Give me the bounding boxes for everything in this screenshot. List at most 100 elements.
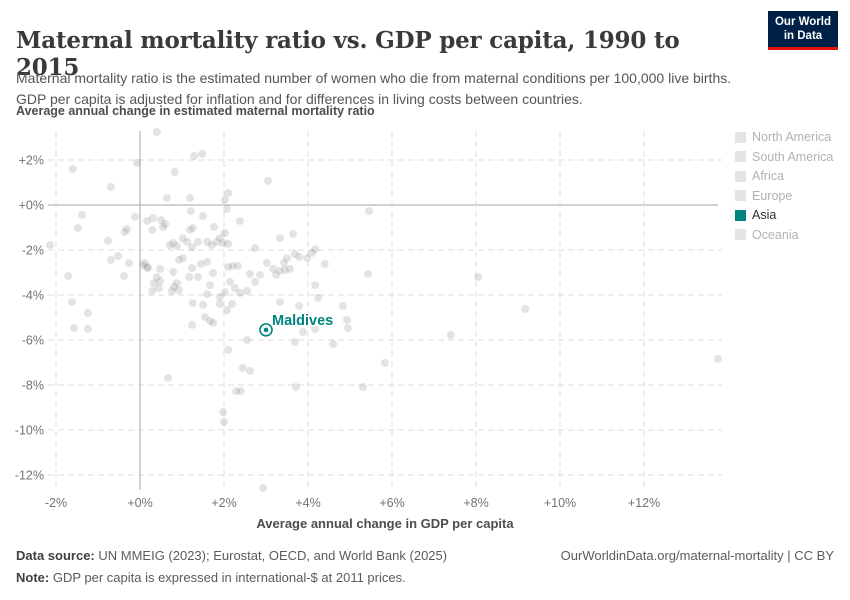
data-point[interactable] — [188, 320, 197, 329]
data-point[interactable] — [521, 304, 530, 313]
data-point[interactable] — [148, 286, 157, 295]
data-point[interactable] — [215, 293, 224, 302]
data-point[interactable] — [220, 288, 229, 297]
legend-item-africa[interactable]: Africa — [735, 169, 847, 183]
data-point[interactable] — [215, 234, 224, 243]
data-point[interactable] — [224, 189, 233, 198]
data-point[interactable] — [149, 279, 158, 288]
data-point[interactable] — [148, 225, 157, 234]
data-point[interactable] — [196, 259, 205, 268]
data-point[interactable] — [170, 167, 179, 176]
data-point[interactable] — [178, 254, 187, 263]
data-point[interactable] — [220, 196, 229, 205]
data-point[interactable] — [343, 315, 352, 324]
data-point[interactable] — [178, 234, 187, 243]
data-point[interactable] — [343, 324, 352, 333]
data-point[interactable] — [225, 277, 234, 286]
data-point[interactable] — [46, 241, 55, 250]
legend-item-south-america[interactable]: South America — [735, 150, 847, 164]
data-point[interactable] — [713, 354, 722, 363]
data-point[interactable] — [149, 214, 158, 223]
data-point[interactable] — [199, 300, 207, 309]
owid-link[interactable]: OurWorldinData.org/maternal-mortality | … — [560, 548, 834, 563]
data-point[interactable] — [243, 286, 252, 295]
data-point[interactable] — [104, 237, 113, 245]
data-point[interactable] — [290, 338, 299, 347]
data-point[interactable] — [272, 270, 281, 279]
data-point[interactable] — [154, 284, 163, 293]
data-point[interactable] — [83, 309, 92, 317]
data-point[interactable] — [193, 237, 202, 246]
data-point[interactable] — [303, 254, 312, 263]
data-point[interactable] — [224, 345, 233, 354]
legend-item-asia[interactable]: Asia — [735, 208, 847, 222]
data-point[interactable] — [264, 176, 273, 185]
data-point[interactable] — [120, 228, 129, 236]
data-point[interactable] — [290, 250, 299, 259]
data-point[interactable] — [107, 255, 116, 264]
data-point[interactable] — [186, 207, 195, 216]
data-point[interactable] — [67, 297, 76, 306]
data-point[interactable] — [329, 340, 338, 349]
data-point[interactable] — [107, 183, 116, 191]
data-point[interactable] — [64, 272, 73, 281]
data-point[interactable] — [188, 243, 197, 252]
data-point[interactable] — [68, 165, 77, 173]
data-point[interactable] — [133, 158, 142, 167]
data-point[interactable] — [228, 261, 237, 270]
data-point[interactable] — [364, 207, 373, 216]
data-point[interactable] — [122, 225, 131, 234]
data-point[interactable] — [183, 237, 192, 246]
data-point[interactable] — [114, 252, 123, 261]
data-point[interactable] — [203, 257, 212, 266]
data-point[interactable] — [206, 281, 215, 290]
data-point[interactable] — [308, 248, 317, 257]
data-point[interactable] — [446, 331, 455, 340]
data-point[interactable] — [203, 237, 212, 246]
highlight-point-dot[interactable] — [263, 327, 269, 333]
data-point[interactable] — [188, 223, 197, 232]
data-point[interactable] — [120, 272, 129, 281]
data-point[interactable] — [209, 318, 218, 327]
data-point[interactable] — [269, 264, 278, 273]
data-point[interactable] — [251, 277, 260, 286]
data-point[interactable] — [262, 259, 271, 268]
data-point[interactable] — [130, 212, 139, 221]
data-point[interactable] — [198, 149, 207, 158]
data-point[interactable] — [185, 194, 194, 203]
data-point[interactable] — [175, 255, 184, 264]
data-point[interactable] — [156, 277, 165, 286]
data-point[interactable] — [227, 300, 236, 308]
data-point[interactable] — [311, 245, 320, 254]
data-point[interactable] — [275, 297, 284, 306]
data-point[interactable] — [172, 279, 181, 288]
data-point[interactable] — [207, 241, 216, 250]
data-point[interactable] — [380, 358, 389, 367]
data-point[interactable] — [157, 216, 165, 225]
data-point[interactable] — [280, 259, 289, 268]
data-point[interactable] — [169, 239, 178, 248]
data-point[interactable] — [298, 327, 307, 336]
data-point[interactable] — [230, 284, 239, 293]
data-point[interactable] — [169, 268, 178, 277]
data-point[interactable] — [224, 239, 233, 248]
data-point[interactable] — [170, 282, 179, 291]
data-point[interactable] — [220, 417, 228, 426]
data-point[interactable] — [203, 290, 212, 299]
data-point[interactable] — [291, 383, 300, 392]
data-point[interactable] — [288, 230, 297, 239]
data-point[interactable] — [206, 317, 215, 326]
data-point[interactable] — [474, 273, 483, 281]
data-point[interactable] — [285, 264, 294, 273]
data-point[interactable] — [238, 363, 247, 372]
data-point[interactable] — [185, 273, 194, 281]
data-point[interactable] — [175, 286, 184, 295]
data-point[interactable] — [222, 306, 231, 315]
data-point[interactable] — [188, 264, 197, 272]
data-point[interactable] — [70, 324, 79, 333]
data-point[interactable] — [295, 252, 304, 261]
data-point[interactable] — [364, 270, 373, 279]
data-point[interactable] — [275, 266, 284, 275]
data-point[interactable] — [314, 293, 323, 302]
